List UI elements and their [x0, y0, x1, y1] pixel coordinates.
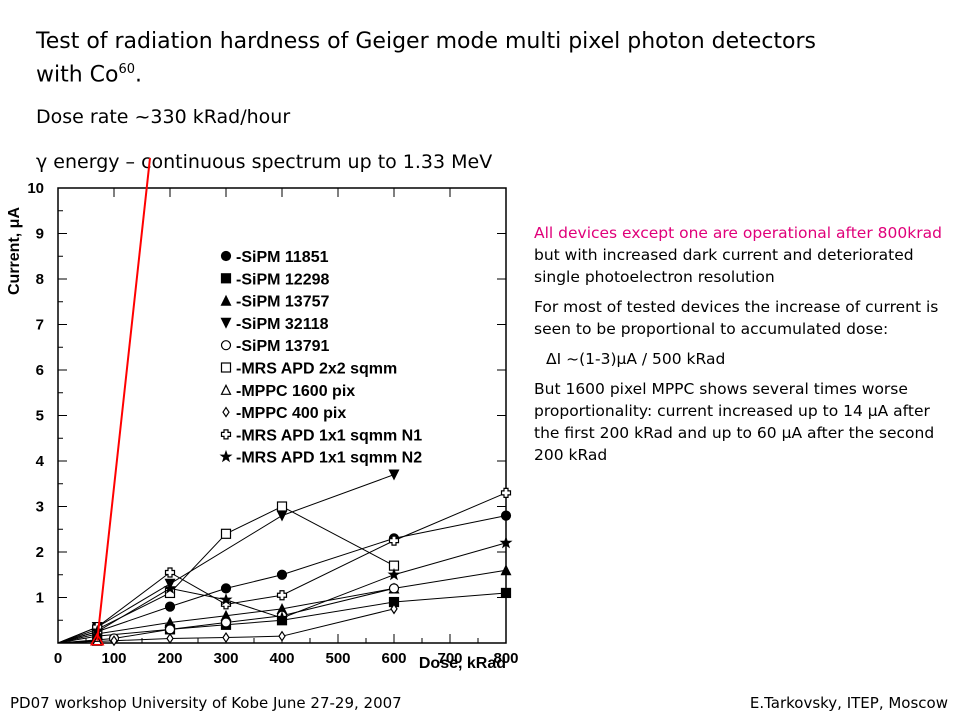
series-9-point [388, 535, 400, 546]
legend-label: -SiPM 12298 [236, 271, 329, 288]
notes-p1-rest: but with increased dark current and dete… [534, 246, 914, 286]
title-main: Test of radiation hardness of Geiger mod… [36, 29, 817, 88]
legend-marker [220, 317, 232, 329]
notes-p2: For most of tested devices the increase … [534, 298, 939, 338]
series-1-point [276, 569, 288, 580]
legend-label: -MPPC 1600 pix [236, 383, 355, 400]
mppc-1600-line [96, 157, 151, 641]
series-8-point [110, 635, 118, 647]
legend-marker [219, 449, 233, 463]
legend-marker [220, 429, 232, 440]
series-8-point [166, 632, 174, 645]
series-line-8 [57, 608, 395, 644]
x-axis-label: Dose, kRad [419, 655, 506, 672]
series-1-point [164, 601, 176, 612]
series-4-point [388, 469, 400, 481]
series-4-point [276, 510, 288, 522]
y-tick-label: 5 [36, 408, 44, 425]
title-superscript: 60 [118, 62, 136, 77]
slide-title: Test of radiation hardness of Geiger mod… [36, 28, 856, 89]
legend-label: -SiPM 32118 [236, 316, 329, 333]
legend-marker [222, 406, 230, 418]
y-tick-label: 10 [27, 180, 44, 197]
legend-marker [220, 273, 232, 284]
series-8-point [222, 631, 230, 644]
series-2-point [500, 587, 512, 599]
y-tick-label: 9 [36, 226, 44, 243]
dose-rate-line: Dose rate ~330 kRad/hour [36, 106, 291, 128]
legend-marker [220, 250, 232, 262]
legend-marker [220, 294, 232, 306]
gamma-symbol: γ [36, 151, 48, 173]
gamma-text: energy – continuous spectrum up to 1.33 … [47, 151, 493, 173]
series-10-point [387, 567, 401, 581]
series-3-point [500, 564, 512, 576]
series-9-point [164, 567, 176, 578]
legend-label: -MRS APD 1x1 sqmm N2 [236, 450, 422, 467]
series-5-point [388, 583, 400, 594]
legend-label: -SiPM 13757 [236, 294, 329, 311]
series-9-point [276, 590, 288, 601]
y-tick-label: 1 [36, 590, 44, 607]
legend-label: -SiPM 13791 [236, 338, 329, 355]
series-9-point [500, 487, 512, 498]
x-tick-label: 0 [54, 650, 62, 667]
gamma-energy-line: γ energy – continuous spectrum up to 1.3… [36, 151, 492, 173]
series-10-point [163, 581, 177, 594]
notes-panel: All devices except one are operational a… [534, 222, 944, 474]
x-tick-label: 600 [381, 650, 406, 667]
series-5-point [220, 617, 232, 628]
y-tick-label: 8 [36, 271, 44, 288]
y-axis-label: Current, μA [6, 207, 23, 295]
footer-left: PD07 workshop University of Kobe June 27… [10, 694, 402, 712]
x-tick-label: 800 [493, 650, 518, 667]
series-6-point [276, 501, 288, 512]
series-line-6 [57, 505, 395, 644]
notes-highlight: All devices except one are operational a… [534, 224, 942, 242]
x-tick-label: 400 [269, 650, 294, 667]
y-tick-label: 3 [36, 499, 44, 516]
legend-marker [220, 340, 232, 351]
series-1-point [220, 583, 232, 594]
footer-right: E.Tarkovsky, ITEP, Moscow [749, 694, 948, 712]
legend-label: -MRS APD 2x2 sqmm [236, 361, 397, 378]
series-8-point [390, 603, 398, 615]
y-tick-label: 4 [36, 453, 45, 470]
x-tick-label: 200 [157, 650, 182, 667]
series-6-point [220, 528, 232, 539]
y-tick-label: 6 [36, 362, 44, 379]
legend-label: -SiPM 11851 [236, 249, 329, 266]
series-8-point [278, 630, 286, 642]
series-10-point [219, 592, 233, 606]
legend-label: -MPPC 400 pix [236, 405, 346, 422]
notes-formula: ΔI ~(1-3)μA / 500 kRad [546, 350, 726, 368]
x-tick-label: 500 [325, 650, 350, 667]
title-end: . [135, 62, 143, 88]
x-tick-label: 300 [213, 650, 238, 667]
series-1-point [500, 510, 512, 521]
series-5-point [164, 624, 176, 635]
x-tick-label: 700 [437, 650, 462, 667]
notes-p3: But 1600 pixel MPPC shows several times … [534, 380, 935, 464]
legend-label: -MRS APD 1x1 sqmm N1 [236, 427, 422, 444]
series-10-point [499, 536, 513, 549]
x-tick-label: 100 [101, 650, 126, 667]
mppc-1600-marker [89, 632, 105, 646]
y-tick-label: 7 [36, 317, 44, 334]
y-tick-label: 2 [36, 544, 44, 561]
legend-marker [220, 383, 232, 395]
legend-marker [220, 362, 232, 373]
series-10-point [275, 611, 289, 624]
